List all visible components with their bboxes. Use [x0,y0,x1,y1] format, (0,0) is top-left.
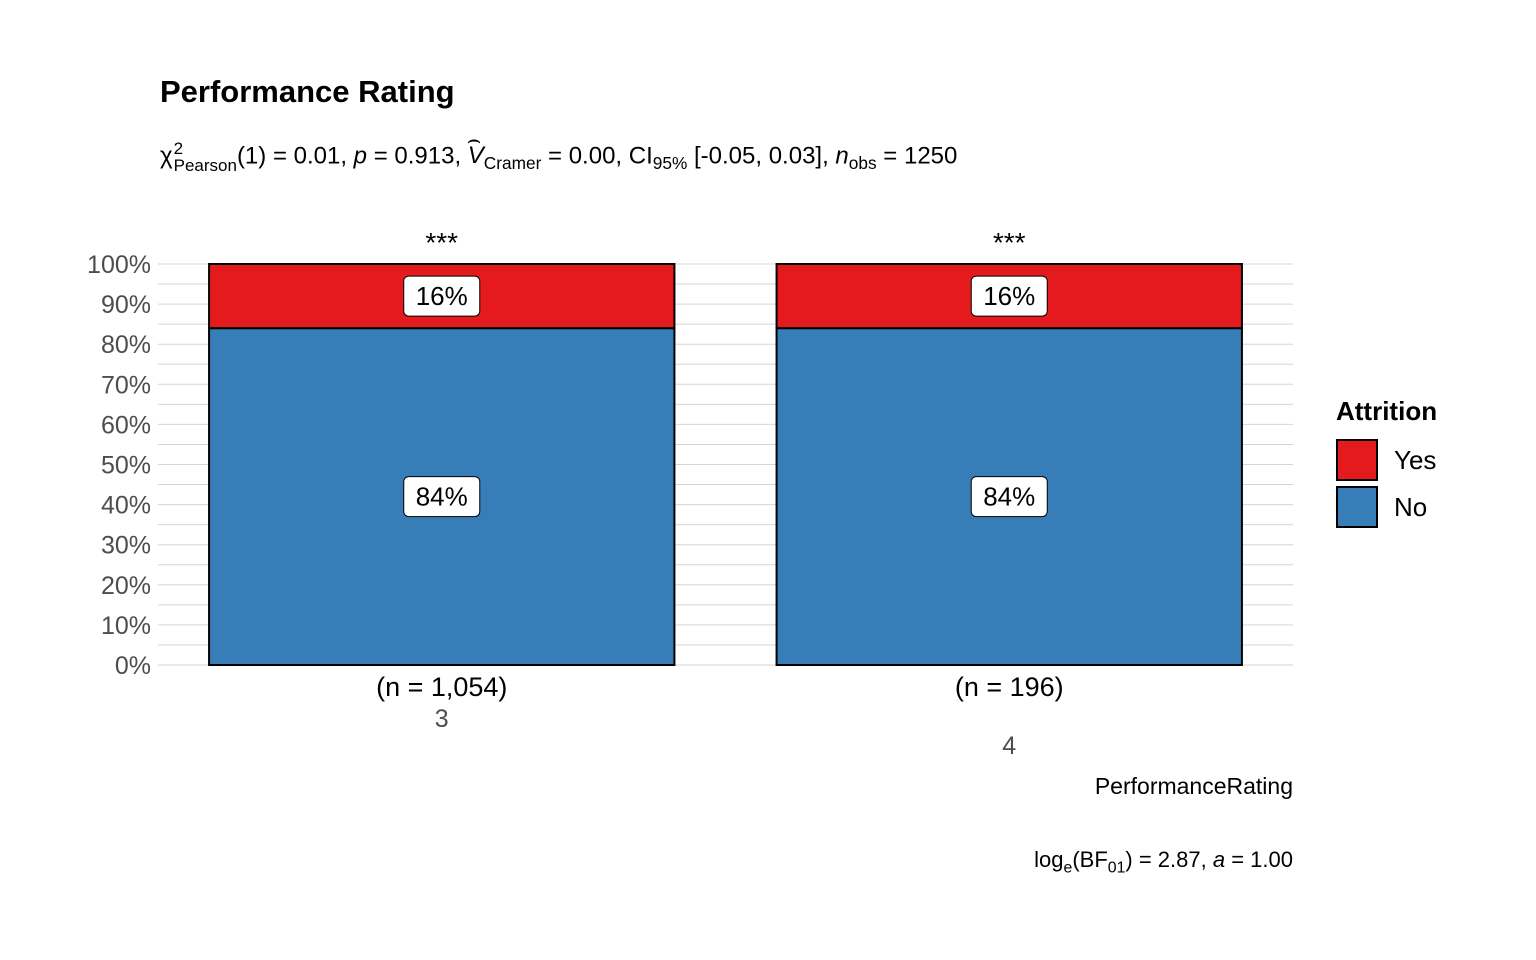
n-value: = 1250 [876,142,958,170]
n-sub: obs [848,153,877,174]
chart-subtitle: χ 2 Pearson (1) = 0.01, p = 0.913, ⌢ VCramer… [160,127,958,175]
caption-a-value: = 1.00 [1225,847,1293,872]
ci-value: [-0.05, 0.03], [687,142,836,170]
stat-symbol: χ [160,142,173,170]
stat-sub: Pearson [173,156,237,175]
caption-prefix-sub: e [1063,859,1073,877]
n-symbol: n [835,142,849,170]
count-label: (n = 196) [955,672,1064,702]
significance-label: *** [993,227,1026,258]
y-tick-label: 10% [101,612,151,640]
stat-sup: 2 [173,139,184,158]
x-tick-label: 4 [1002,732,1016,760]
data-label: 16% [983,281,1035,311]
effect-symbol-wrap: ⌢ V [467,127,484,170]
p-value: = 0.913, [367,142,468,170]
y-tick-label: 30% [101,532,151,560]
x-tick-label: 3 [435,705,449,733]
data-label: 84% [983,482,1035,512]
caption-prefix: log [1034,847,1064,872]
y-tick-label: 90% [101,291,151,319]
legend-item-yes: Yes [1336,439,1436,481]
legend-key-yes [1336,439,1378,481]
chart-caption: loge(BF01) = 2.87, a = 1.00 [1034,847,1293,877]
count-label: (n = 1,054) [376,672,507,702]
significance-label: *** [425,227,458,258]
legend-title: Attrition [1336,396,1438,426]
y-tick-label: 20% [101,572,151,600]
data-label: 84% [416,482,468,512]
effect-symbol: V [467,142,484,170]
data-label: 16% [416,281,468,311]
chart-title: Performance Rating [160,74,455,109]
caption-bf: (BF [1072,847,1108,872]
y-tick-label: 70% [101,371,151,399]
legend-label-no: No [1394,491,1428,522]
legend-key-no [1336,486,1378,528]
data-label-box [403,476,481,518]
ci-sub: 95% [652,153,688,174]
effect-sub: Cramer [483,153,542,174]
p-symbol: p [353,142,368,170]
legend-label-yes: Yes [1394,444,1437,475]
hat-icon: ⌢ [466,127,482,153]
stat-df: (1) = 0.01, [236,142,354,170]
y-tick-label: 0% [115,652,151,680]
y-tick-label: 80% [101,331,151,359]
y-tick-label: 50% [101,452,151,480]
data-label-box [970,476,1048,518]
y-tick-label: 60% [101,411,151,439]
data-label-box [970,275,1048,317]
caption-bf-sub: 01 [1107,859,1126,877]
caption-value: ) = 2.87, [1125,847,1213,872]
effect-value: = 0.00, CI [541,142,653,170]
y-tick-label: 100% [87,251,151,279]
data-label-box [403,275,481,317]
legend-item-no: No [1336,486,1427,528]
x-axis-label: PerformanceRating [1095,773,1293,799]
y-tick-label: 40% [101,492,151,520]
caption-a-symbol: a [1212,847,1226,872]
